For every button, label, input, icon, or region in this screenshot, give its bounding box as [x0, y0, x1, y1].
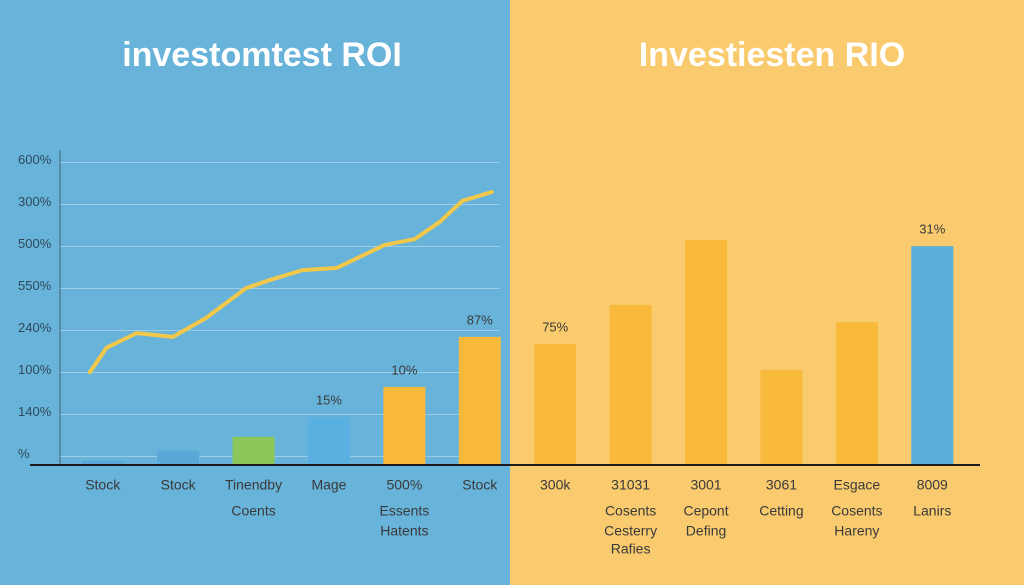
x-tick-label: Esgace [834, 477, 881, 493]
x-tick-label: Coents [231, 503, 275, 519]
x-tick-label: Tinendby [225, 477, 282, 493]
x-tick-label: Defing [686, 523, 726, 539]
x-tick-label: 3001 [690, 477, 721, 493]
bar [911, 246, 954, 465]
y-tick-label: 500% [18, 236, 52, 251]
bar [81, 460, 124, 465]
bar [609, 304, 652, 465]
x-tick-label: Stock [161, 477, 197, 493]
bar [534, 344, 577, 465]
x-tick-label: Cosents [605, 503, 656, 519]
y-tick-label: 140% [18, 404, 52, 419]
y-tick-label: 550% [18, 278, 52, 293]
x-tick-label: Stock [462, 477, 498, 493]
line-series [87, 190, 494, 375]
x-tick-label: Lanirs [913, 503, 951, 519]
x-tick-label: Hatents [380, 523, 428, 539]
left-panel [0, 0, 510, 585]
x-tick-label: Hareny [834, 523, 879, 539]
x-tick-label: 8009 [917, 477, 948, 493]
bar [685, 239, 728, 465]
bar [835, 322, 878, 465]
x-tick-label: Cesterry [604, 523, 657, 539]
bar [157, 451, 200, 465]
x-tick-label: Essents [379, 503, 429, 519]
x-tick-label: Mage [311, 477, 346, 493]
bar [383, 386, 426, 465]
x-tick-label: Stock [85, 477, 121, 493]
y-tick-label: 240% [18, 320, 52, 335]
chart-title: investomtest ROI [122, 36, 402, 74]
bar [458, 336, 501, 465]
value-label: 10% [391, 362, 417, 377]
x-tick-label: 31031 [611, 477, 650, 493]
y-tick-label: 300% [18, 194, 52, 209]
bar [760, 370, 803, 465]
value-label: 15% [316, 393, 342, 408]
x-tick-label: 500% [386, 477, 422, 493]
x-tick-label: Cetting [759, 503, 803, 519]
x-tick-label: 3061 [766, 477, 797, 493]
x-tick-label: 300k [540, 477, 571, 493]
chart-subtitle: Investiesten RIO [639, 36, 905, 74]
bar [307, 417, 350, 465]
y-tick-label: 600% [18, 152, 52, 167]
y-tick-label: % [18, 446, 30, 461]
value-label: 75% [542, 319, 568, 334]
x-tick-label: Cepont [683, 503, 728, 519]
value-label: 87% [467, 312, 493, 327]
bar [232, 436, 275, 465]
x-tick-label: Rafies [611, 541, 651, 557]
y-tick-label: 100% [18, 362, 52, 377]
x-tick-label: Cosents [831, 503, 882, 519]
value-label: 31% [919, 222, 945, 237]
